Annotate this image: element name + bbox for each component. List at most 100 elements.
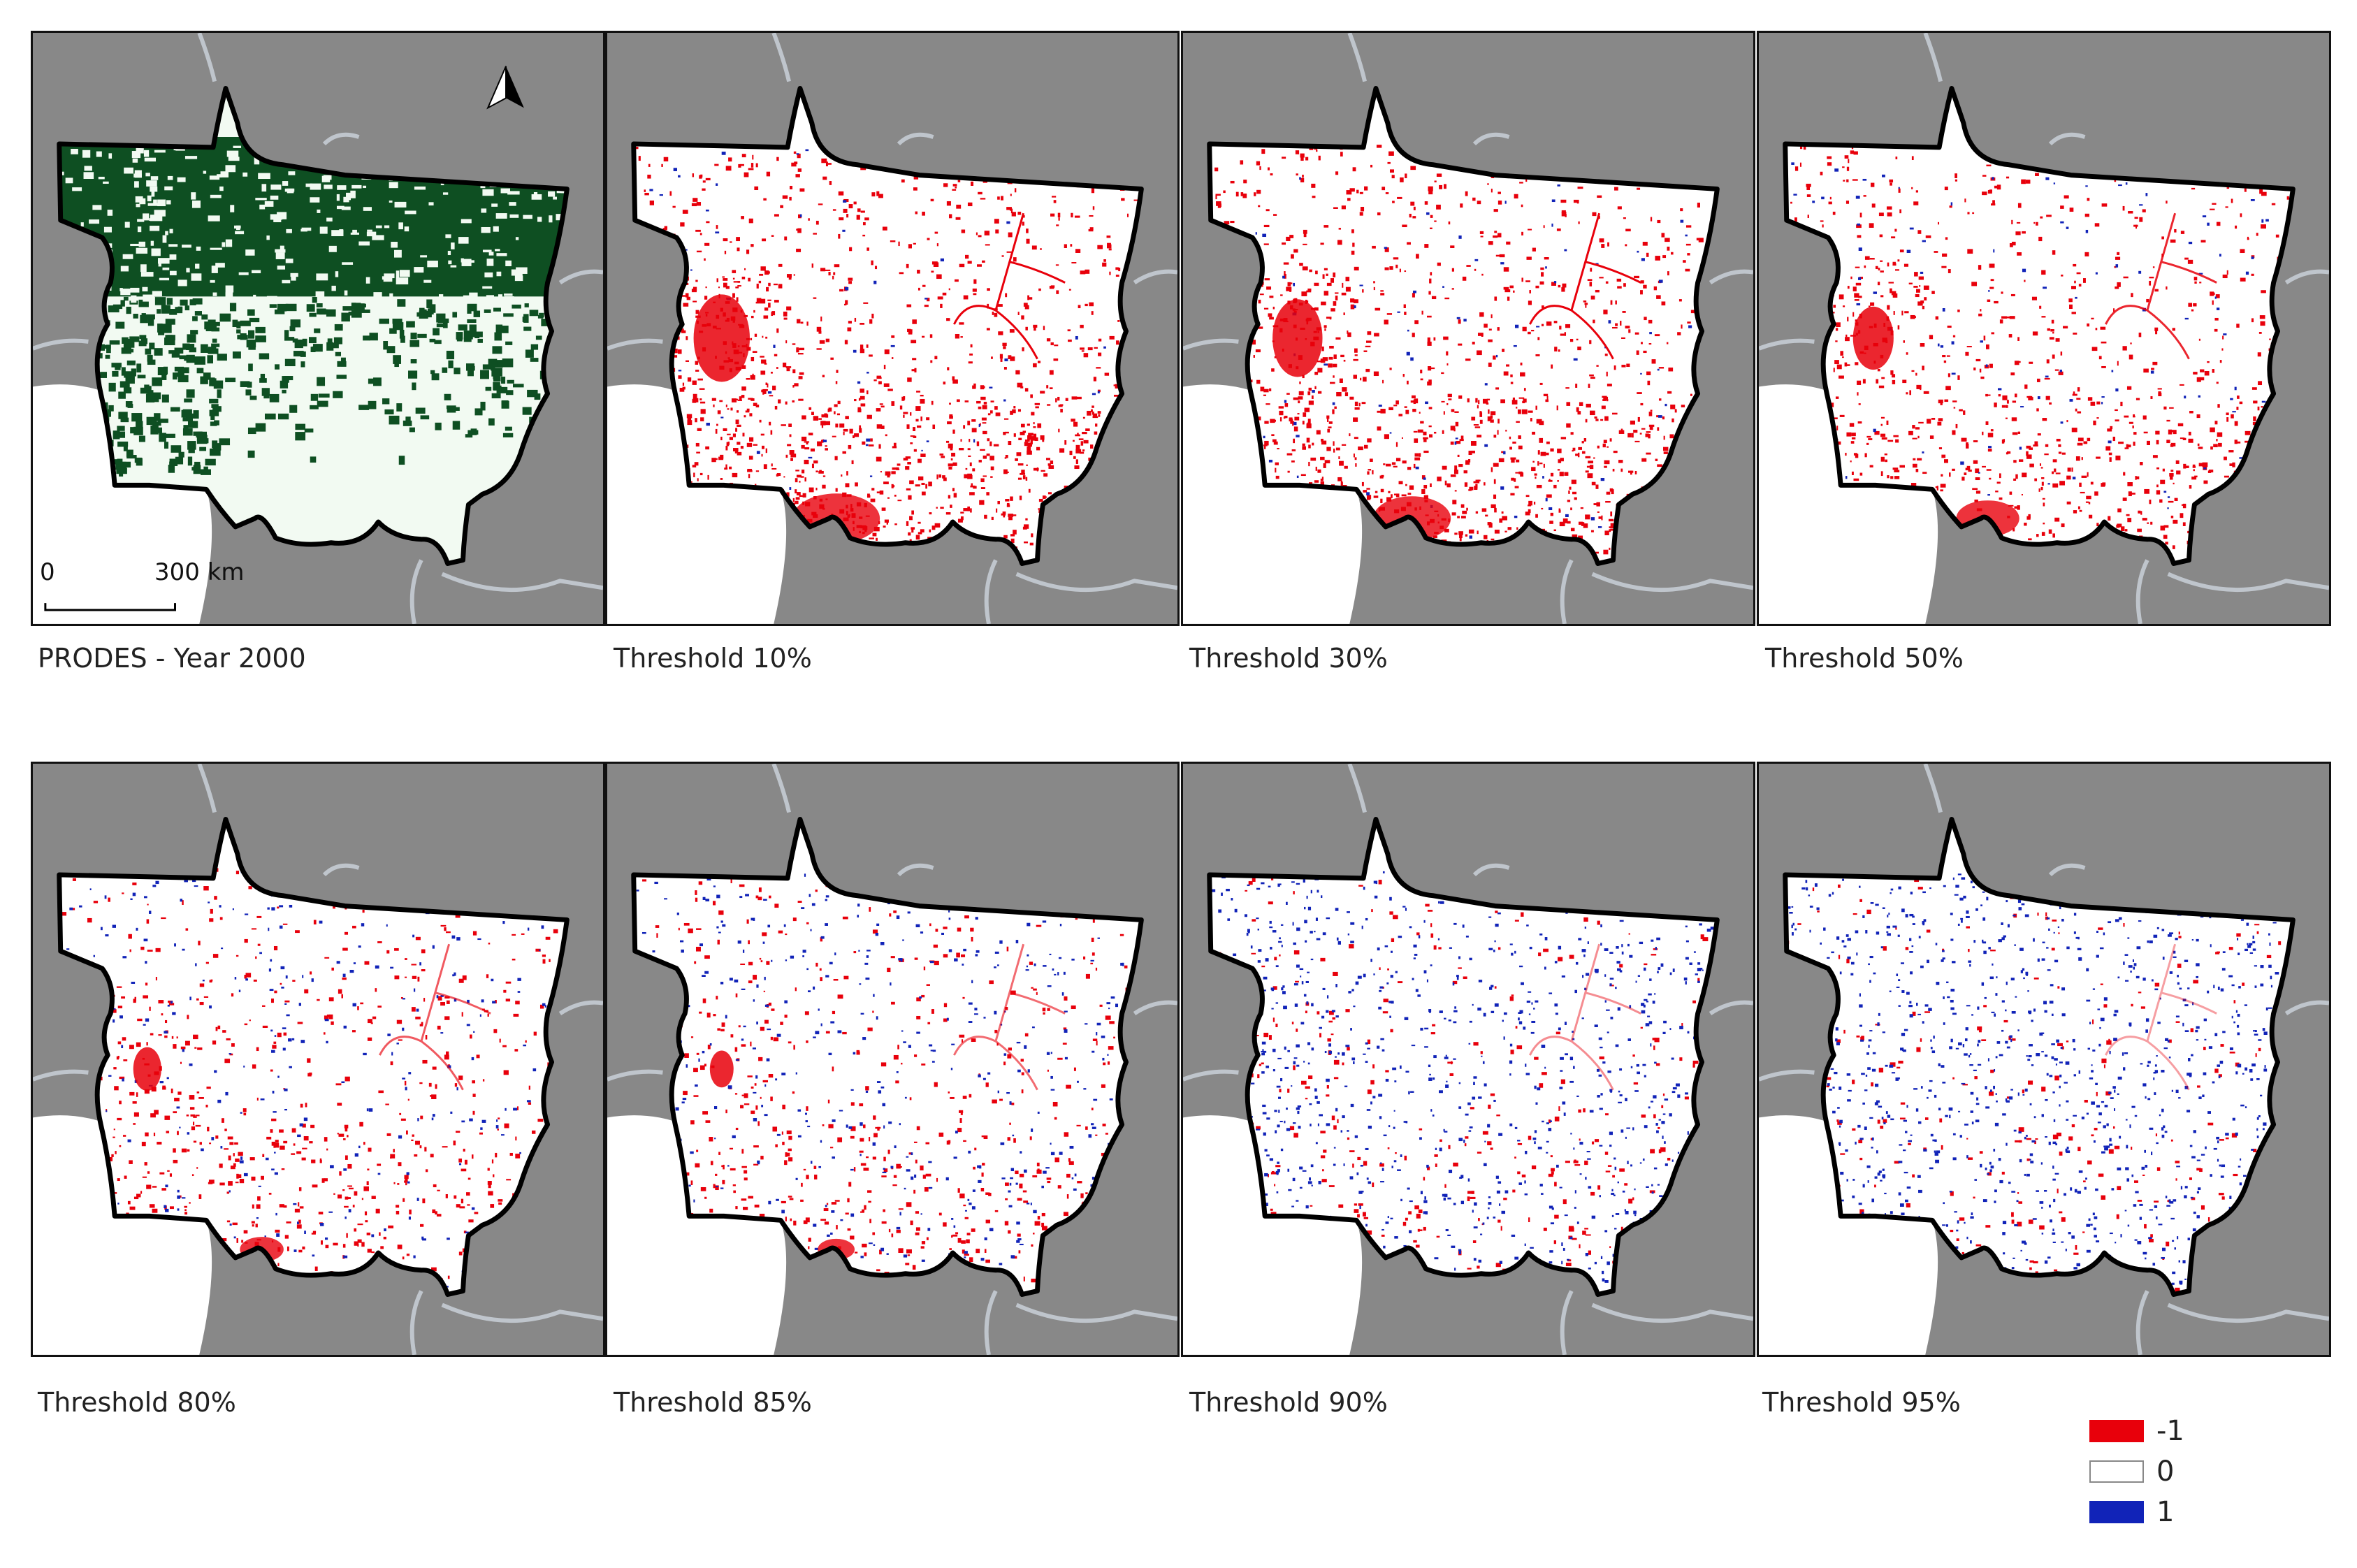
negative-pixel [1349, 433, 1351, 437]
cleared-pixel [572, 166, 582, 173]
negative-pixel [1326, 282, 1332, 286]
forest-pixel [326, 342, 334, 351]
negative-pixel [1702, 335, 1708, 340]
negative-pixel [1076, 495, 1080, 500]
negative-pixel [2008, 504, 2014, 507]
negative-pixel [1091, 409, 1093, 412]
negative-pixel [1079, 523, 1082, 526]
negative-pixel [1520, 362, 1523, 365]
cleared-pixel [533, 170, 542, 174]
negative-pixel [1033, 324, 1038, 328]
forest-pixel [152, 392, 161, 400]
negative-pixel [748, 168, 754, 170]
negative-pixel [1027, 295, 1029, 300]
state-boundary-line [771, 33, 791, 82]
negative-pixel [1502, 349, 1505, 352]
negative-pixel [2026, 454, 2032, 459]
negative-pixel [774, 354, 778, 356]
forest-pixel [214, 420, 219, 426]
negative-pixel [1352, 167, 1356, 172]
positive-pixel [720, 416, 724, 419]
negative-pixel [872, 532, 877, 537]
negative-pixel [1320, 481, 1325, 485]
negative-pixel [635, 265, 641, 268]
forest-pixel [126, 449, 133, 457]
negative-pixel [1574, 497, 1577, 500]
negative-pixel [1663, 528, 1667, 534]
negative-pixel [1503, 371, 1509, 376]
negative-pixel [1524, 532, 1528, 535]
negative-pixel [760, 298, 766, 304]
negative-pixel [2244, 440, 2249, 443]
negative-pixel [1368, 511, 1370, 517]
negative-pixel [1488, 328, 1492, 331]
negative-pixel [1532, 460, 1535, 463]
forest-pixel [310, 393, 319, 401]
negative-pixel [971, 419, 976, 422]
negative-pixel [736, 237, 740, 242]
negative-pixel [1086, 514, 1089, 517]
negative-pixel [1666, 342, 1669, 344]
negative-pixel [2265, 529, 2271, 533]
positive-pixel [1425, 401, 1428, 405]
cleared-pixel [150, 215, 163, 222]
forest-pixel [539, 312, 544, 318]
negative-pixel [2236, 324, 2240, 328]
negative-pixel [1085, 428, 1090, 431]
negative-pixel [1713, 546, 1717, 549]
negative-pixel [811, 263, 814, 268]
forest-pixel [430, 370, 435, 375]
negative-pixel [1046, 338, 1051, 342]
negative-pixel [1381, 187, 1386, 191]
negative-pixel [1713, 477, 1718, 481]
negative-pixel [723, 428, 727, 432]
negative-pixel [1283, 262, 1289, 265]
negative-pixel [725, 286, 730, 289]
negative-pixel [2276, 536, 2279, 539]
cleared-pixel [143, 294, 155, 302]
cleared-pixel [162, 235, 167, 243]
negative-pixel [2275, 551, 2279, 553]
negative-pixel [1075, 449, 1082, 453]
negative-pixel [1372, 470, 1374, 474]
negative-pixel [1521, 231, 1523, 235]
forest-pixel [310, 456, 317, 463]
forest-pixel [342, 306, 352, 311]
negative-pixel [1853, 478, 1859, 481]
negative-pixel [737, 281, 741, 283]
negative-pixel [2199, 282, 2202, 284]
prodes-map-panel: 0 300 km [31, 31, 605, 626]
negative-pixel [804, 460, 809, 465]
negative-pixel [1423, 495, 1428, 500]
negative-pixel [1579, 521, 1583, 525]
negative-pixel [1271, 434, 1275, 437]
cleared-pixel [451, 175, 456, 180]
negative-pixel [1089, 215, 1094, 217]
positive-pixel [866, 372, 869, 374]
negative-pixel [965, 467, 968, 470]
forest-pixel [249, 317, 260, 323]
negative-pixel [927, 168, 931, 172]
forest-pixel [163, 366, 168, 375]
negative-pixel [1454, 532, 1458, 535]
negative-pixel [1610, 511, 1613, 516]
positive-pixel [1296, 475, 1299, 479]
negative-pixel [804, 447, 810, 450]
negative-pixel [1623, 536, 1629, 538]
negative-pixel [1992, 200, 1995, 205]
negative-pixel [876, 424, 883, 429]
forest-pixel [527, 389, 538, 398]
forest-pixel [126, 374, 133, 382]
negative-pixel [818, 331, 822, 334]
cleared-pixel [326, 217, 333, 222]
positive-pixel [1378, 405, 1382, 407]
positive-pixel [1050, 179, 1053, 181]
negative-pixel [1334, 406, 1337, 409]
cleared-pixel [383, 277, 393, 282]
negative-pixel [1048, 465, 1054, 469]
forest-pixel [152, 377, 163, 386]
cleared-pixel [331, 230, 344, 237]
negative-pixel [1421, 475, 1426, 479]
negative-pixel [2076, 152, 2079, 156]
negative-pixel [1578, 535, 1583, 540]
